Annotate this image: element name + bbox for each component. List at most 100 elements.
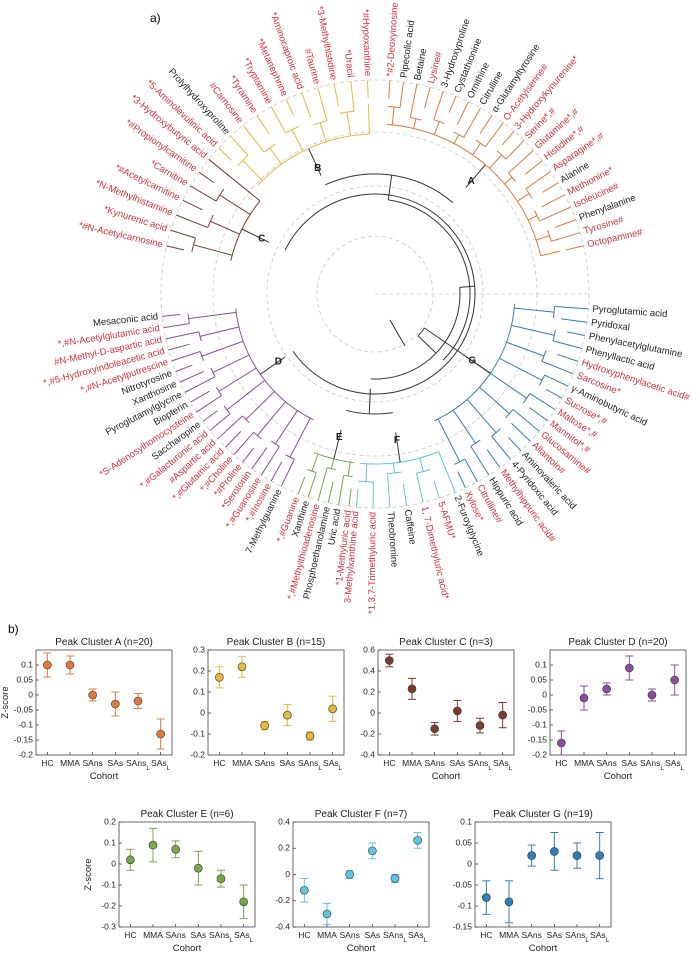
y-tick-label: 0.05 <box>16 674 33 684</box>
y-tick-label: -0.2 <box>532 749 547 759</box>
leaf-branch <box>307 472 317 498</box>
y-tick-label: -0.2 <box>101 900 116 910</box>
leaf-branch <box>171 351 201 362</box>
leaf-branch <box>542 182 559 193</box>
x-tick-label: HC <box>298 930 310 940</box>
x-tick-label: HC <box>213 758 225 768</box>
backbone-stem <box>368 388 371 414</box>
x-tick-label: SAs <box>622 758 638 768</box>
data-point <box>216 874 226 884</box>
x-tick-label: HC <box>124 930 136 940</box>
y-tick-label: -0.2 <box>360 728 375 738</box>
cluster-plot-A: Peak Cluster A (n=20) -0.2 -0.15 -0.1 -0.05 0… <box>0 637 173 782</box>
data-point <box>328 704 337 714</box>
plot-frame <box>474 821 612 928</box>
leaf-label: *#Hypoxanthine <box>360 9 373 76</box>
leaf-branch <box>415 473 424 503</box>
x-tick-label: SAs <box>191 930 207 940</box>
data-point <box>322 909 332 919</box>
leaf-branch <box>175 364 193 373</box>
branch-stem <box>452 409 476 444</box>
plot-title: Peak Cluster F (n=7) <box>315 809 408 820</box>
leaf-branch <box>242 447 255 463</box>
branch-arc <box>410 116 422 121</box>
panel-b-label: b) <box>8 622 19 636</box>
branch-arc <box>191 237 197 252</box>
leaf-branch <box>539 206 571 222</box>
data-point <box>625 663 634 673</box>
x-tick-label: SAs <box>547 930 563 940</box>
y-tick-label: 0.1 <box>535 659 547 669</box>
y-tick-label: 0.1 <box>104 837 116 847</box>
cluster-label: F <box>394 435 400 446</box>
leaf-branch <box>280 459 295 487</box>
leaf-label: *1,3,7-Trimethyluric acid <box>367 512 379 614</box>
y-tick-label: -0.1 <box>101 879 116 889</box>
leaf-branch <box>218 147 232 161</box>
x-tick-label: SAsL <box>408 930 428 944</box>
leaf-branch <box>333 83 339 106</box>
leaf-branch <box>350 81 355 112</box>
x-tick-label: SAs <box>108 758 124 768</box>
backbone-stem <box>387 175 393 200</box>
leaf-branch <box>456 101 469 126</box>
y-tick-label: -0.1 <box>457 900 472 910</box>
data-point <box>171 844 180 854</box>
branch-stem <box>289 417 311 458</box>
x-tick-label: HC <box>383 758 395 768</box>
y-tick-label: 0.4 <box>278 816 290 826</box>
y-tick-label: -0.15 <box>528 734 548 744</box>
x-tick-label: SAnsL <box>640 758 664 772</box>
leaf-branch <box>565 245 584 251</box>
branch-arc <box>525 188 533 199</box>
leaf-branch <box>388 80 391 99</box>
branch-stem <box>201 340 244 357</box>
y-tick-label: 0 <box>467 858 472 868</box>
branch-stem <box>437 418 461 463</box>
branch-arc <box>358 480 374 483</box>
leaf-branch <box>317 87 328 121</box>
x-tick-label: SAsL <box>493 758 513 772</box>
leaf-branch <box>525 171 551 190</box>
cluster-arc <box>313 452 355 464</box>
data-point <box>670 675 679 685</box>
x-tick-label: SAsL <box>234 930 254 944</box>
y-axis-label: Z-score <box>83 858 94 890</box>
branch-arc <box>534 210 540 222</box>
y-tick-label: 0.1 <box>193 686 205 696</box>
y-tick-label: 0.2 <box>104 816 116 826</box>
branch-stem <box>311 453 319 472</box>
leaf-branch <box>242 125 265 153</box>
branch-stem <box>413 118 417 129</box>
backbone-stem <box>424 327 491 374</box>
y-tick-label: 0.2 <box>193 665 205 675</box>
data-point <box>504 897 514 907</box>
branch-stem <box>218 367 257 392</box>
y-tick-label: -0.05 <box>14 704 34 714</box>
branch-stem <box>330 458 335 469</box>
x-tick-label: SAns <box>255 758 275 768</box>
branch-stem <box>466 399 497 433</box>
branch-stem <box>210 220 240 235</box>
branch-arc <box>475 139 486 148</box>
branch-stem <box>419 457 424 472</box>
leaf-branch <box>327 481 334 503</box>
plot-frame <box>292 821 430 928</box>
leaf-branch <box>166 245 185 251</box>
x-tick-label: SAsL <box>590 930 610 944</box>
leaf-branch <box>225 431 242 448</box>
leaf-branch <box>387 473 391 508</box>
x-tick-label: MMA <box>60 758 80 768</box>
leaf-branch <box>524 160 543 175</box>
cluster-stem <box>465 164 486 188</box>
leaf-branch <box>457 471 466 489</box>
leaf-branch <box>508 437 522 452</box>
y-tick-label: 0.1 <box>460 816 472 826</box>
x-tick-label: SAsL <box>151 758 171 772</box>
plot-frame <box>207 649 345 756</box>
leaf-branch <box>554 306 589 310</box>
leaf-branch <box>529 392 556 411</box>
data-point <box>475 721 485 730</box>
y-tick-label: 0 <box>200 707 205 717</box>
